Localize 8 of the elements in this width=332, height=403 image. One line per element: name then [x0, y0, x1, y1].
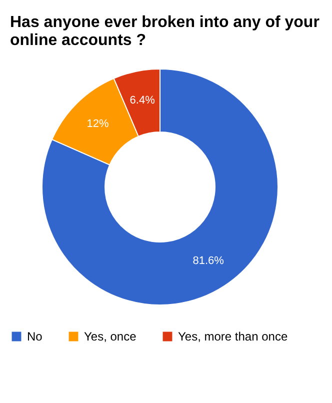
data-label: 81.6% [192, 255, 224, 268]
legend-label: No [27, 330, 43, 344]
legend-label: Yes, once [84, 330, 137, 344]
donut-slice [42, 68, 278, 306]
chart-title: Has anyone ever broken into any of your online accounts ? [10, 14, 320, 49]
legend-label: Yes, more than once [178, 330, 288, 344]
data-label: 6.4% [130, 94, 156, 106]
data-label: 12% [86, 118, 110, 130]
